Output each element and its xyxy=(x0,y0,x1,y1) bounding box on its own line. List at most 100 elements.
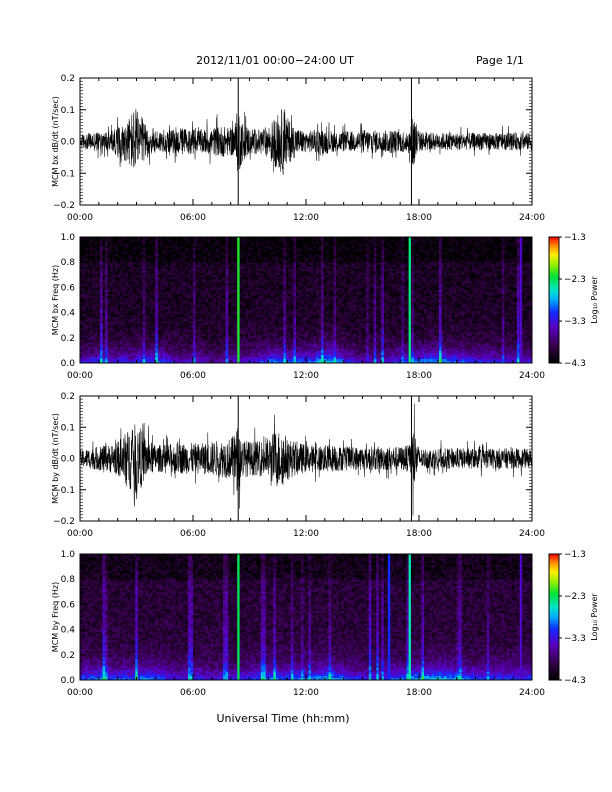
heatmap-cell xyxy=(80,270,83,273)
heatmap-cell xyxy=(82,306,86,309)
heatmap-cell xyxy=(195,270,199,273)
heatmap-cell xyxy=(130,268,134,271)
heatmap-cell xyxy=(240,272,244,276)
heatmap-cell xyxy=(135,308,139,311)
heatmap-cell xyxy=(243,306,247,309)
heatmap-cell xyxy=(95,300,98,303)
heatmap-cell xyxy=(240,251,244,255)
heatmap-cell xyxy=(142,239,146,242)
heatmap-cell xyxy=(220,321,224,324)
heatmap-cell xyxy=(228,281,231,284)
heatmap-cell xyxy=(235,323,239,326)
heatmap-cell xyxy=(175,308,179,311)
heatmap-cell xyxy=(223,300,226,303)
heatmap-cell xyxy=(152,289,156,292)
heatmap-cell xyxy=(263,260,267,263)
heatmap-cell xyxy=(95,304,98,307)
heatmap-cell xyxy=(268,350,272,353)
heatmap-cell xyxy=(85,287,88,290)
heatmap-cell xyxy=(198,281,201,284)
heatmap-cell xyxy=(97,274,101,278)
heatmap-cell xyxy=(235,348,239,351)
heatmap-cell xyxy=(140,314,144,318)
heatmap-cell xyxy=(120,239,123,242)
heatmap-cell xyxy=(215,274,219,278)
heatmap-cell xyxy=(160,279,164,282)
heatmap-cell xyxy=(238,276,242,280)
heatmap-cell xyxy=(263,268,267,271)
heatmap-cell xyxy=(160,346,164,349)
heatmap-cell xyxy=(135,285,139,288)
heatmap-cell xyxy=(182,276,186,280)
heatmap-cell xyxy=(105,314,108,318)
heatmap-cell xyxy=(260,260,264,263)
heatmap-cell xyxy=(155,337,159,341)
heatmap-cell xyxy=(130,251,134,255)
heatmap-cell xyxy=(265,314,269,318)
heatmap-cell xyxy=(90,283,93,286)
heatmap-cell xyxy=(220,350,224,353)
y-tick-label: 0.0 xyxy=(61,138,76,148)
y-tick-label: −0.2 xyxy=(53,201,75,211)
heatmap-cell xyxy=(260,346,264,349)
heatmap-cell xyxy=(160,253,164,257)
heatmap-cell xyxy=(107,264,111,267)
heatmap-cell xyxy=(275,272,279,276)
heatmap-cell xyxy=(177,339,181,343)
heatmap-cell xyxy=(110,304,113,307)
heatmap-cell xyxy=(193,268,196,271)
heatmap-cell xyxy=(195,331,199,334)
heatmap-cell xyxy=(102,258,106,261)
heatmap-cell xyxy=(132,318,136,322)
heatmap-cell xyxy=(125,258,129,261)
heatmap-cell xyxy=(165,249,169,252)
heatmap-cell xyxy=(270,251,274,255)
heatmap-cell xyxy=(220,358,224,362)
heatmap-cell xyxy=(228,249,231,252)
heatmap-cell xyxy=(150,274,154,278)
heatmap-cell xyxy=(240,279,244,282)
heatmap-cell xyxy=(95,249,98,252)
heatmap-cell xyxy=(268,264,272,267)
heatmap-cell xyxy=(137,258,141,261)
heatmap-cell xyxy=(87,318,91,322)
heatmap-cell xyxy=(195,342,199,345)
heatmap-cell xyxy=(268,287,272,290)
heatmap-cell xyxy=(278,333,282,336)
heatmap-cell xyxy=(170,327,174,330)
heatmap-cell xyxy=(107,327,111,330)
heatmap-cell xyxy=(130,249,134,252)
heatmap-cell xyxy=(135,268,139,271)
heatmap-cell xyxy=(140,358,144,362)
heatmap-cell xyxy=(102,325,106,328)
heatmap-cell xyxy=(268,356,272,360)
heatmap-cell xyxy=(243,321,247,324)
heatmap-cell xyxy=(245,333,249,336)
heatmap-cell xyxy=(193,245,196,248)
heatmap-cell xyxy=(107,300,111,303)
heatmap-cell xyxy=(160,262,164,265)
heatmap-cell xyxy=(100,316,103,320)
heatmap-cell xyxy=(265,306,269,309)
heatmap-cell xyxy=(135,339,139,343)
heatmap-cell xyxy=(170,285,174,288)
heatmap-cell xyxy=(107,253,111,257)
heatmap-cell xyxy=(85,310,88,313)
heatmap-cell xyxy=(255,297,259,301)
heatmap-cell xyxy=(268,243,272,246)
heatmap-cell xyxy=(110,287,113,290)
heatmap-cell xyxy=(120,276,123,280)
heatmap-cell xyxy=(260,352,264,355)
heatmap-cell xyxy=(240,262,244,265)
heatmap-cell xyxy=(245,339,249,343)
heatmap-cell xyxy=(92,287,96,290)
heatmap-cell xyxy=(115,247,118,250)
heatmap-cell xyxy=(140,245,144,248)
heatmap-cell xyxy=(162,331,166,334)
heatmap-cell xyxy=(220,346,224,349)
heatmap-cell xyxy=(165,239,169,242)
heatmap-cell xyxy=(233,360,236,364)
heatmap-cell xyxy=(218,344,221,347)
heatmap-cell xyxy=(107,262,111,265)
heatmap-cell xyxy=(130,262,134,265)
